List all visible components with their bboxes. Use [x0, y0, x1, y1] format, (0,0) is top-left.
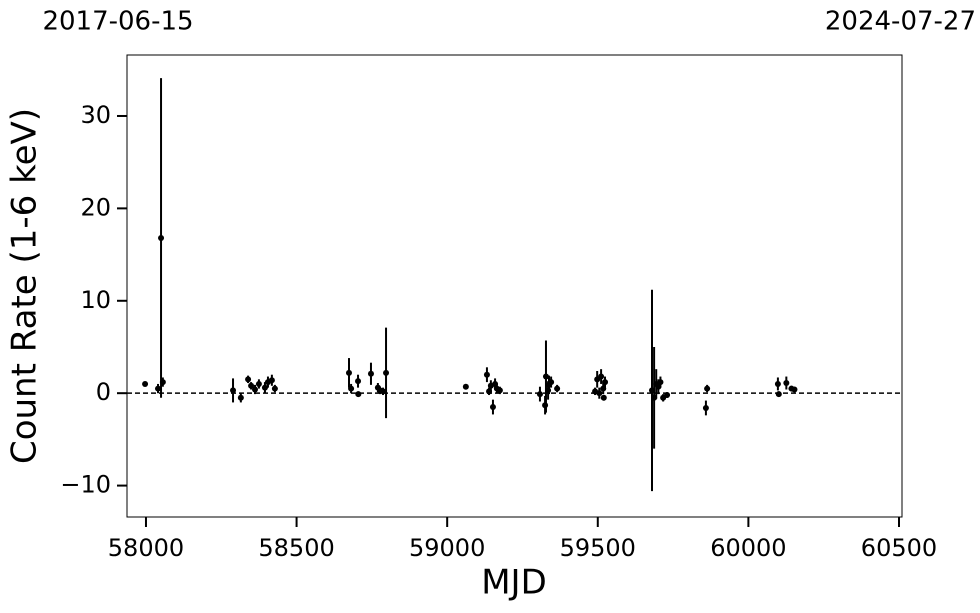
y-axis-label: Count Rate (1-6 keV) [5, 108, 45, 464]
y-tick-label: 10 [80, 286, 111, 314]
data-point [496, 387, 503, 394]
data-point [159, 379, 166, 386]
x-tick-label: 58500 [258, 534, 334, 562]
data-point [142, 380, 149, 387]
data-point [248, 382, 255, 389]
data-point [462, 383, 469, 390]
data-point [155, 385, 162, 392]
data-point [355, 378, 362, 385]
data-point [657, 379, 664, 386]
data-point [542, 373, 549, 380]
data-point [348, 385, 355, 392]
data-point [245, 376, 252, 383]
data-point [261, 384, 268, 391]
data-point [548, 379, 555, 386]
data-point [345, 369, 352, 376]
data-point [783, 380, 790, 387]
x-tick-label: 60000 [710, 534, 786, 562]
data-point [355, 391, 362, 398]
y-tick-label: 0 [96, 378, 111, 406]
data-point [775, 391, 782, 398]
data-point [483, 371, 490, 378]
x-tick-label: 59500 [560, 534, 636, 562]
data-point [230, 387, 237, 394]
plot-frame [126, 54, 903, 518]
data-point [602, 379, 609, 386]
data-point [255, 380, 262, 387]
data-point [158, 234, 165, 241]
data-point [383, 369, 390, 376]
data-point [702, 404, 709, 411]
data-point [774, 380, 781, 387]
data-point [536, 391, 543, 398]
data-point [489, 404, 496, 411]
data-point [600, 394, 607, 401]
end-date: 2024-07-27 [825, 7, 976, 37]
y-tick-label: −10 [60, 471, 111, 499]
data-point [271, 385, 278, 392]
x-axis-label: MJD [481, 563, 547, 603]
data-point [596, 390, 603, 397]
y-tick-label: 20 [80, 193, 111, 221]
data-point [791, 386, 798, 393]
y-tick-label: 30 [80, 101, 111, 129]
start-date: 2017-06-15 [42, 7, 193, 37]
x-tick-label: 59000 [409, 534, 485, 562]
data-point [598, 373, 605, 380]
x-tick-label: 58000 [108, 534, 184, 562]
x-tick-label: 60500 [861, 534, 937, 562]
data-point [252, 386, 259, 393]
data-point [554, 385, 561, 392]
data-point [380, 388, 387, 395]
data-point [237, 394, 244, 401]
data-point [704, 385, 711, 392]
data-point [664, 392, 671, 399]
data-point [367, 370, 374, 377]
data-point [268, 377, 275, 384]
